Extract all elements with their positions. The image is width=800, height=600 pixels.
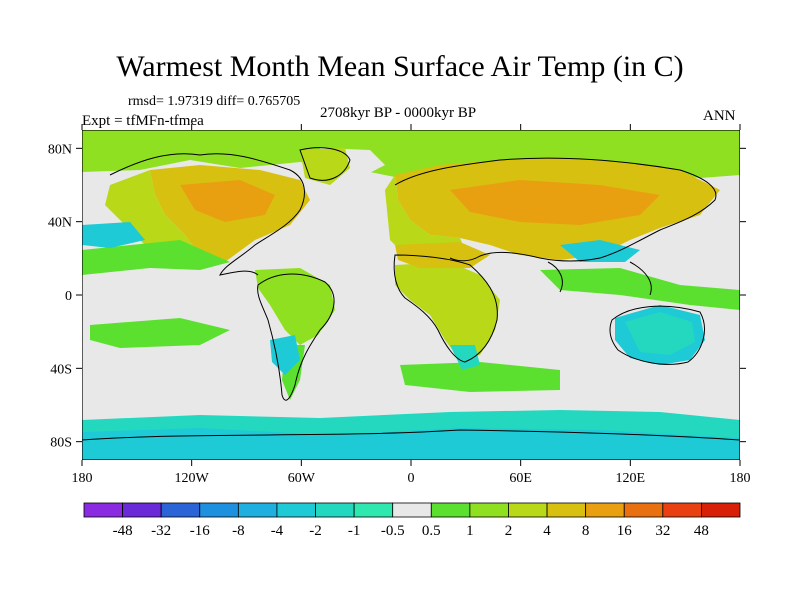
colorbar-label: 1 — [466, 523, 474, 539]
colorbar-label: -16 — [190, 523, 210, 539]
colorbar-label: -1 — [348, 523, 361, 539]
south-america-warm-region — [255, 268, 335, 345]
colorbar-swatch — [662, 502, 702, 518]
lat-tick-label: 80N — [48, 142, 72, 157]
colorbar-swatch — [623, 502, 664, 518]
colorbar-label: -32 — [151, 523, 171, 539]
lon-tick-label: 0 — [408, 471, 415, 486]
asia-cool-patch — [560, 240, 640, 262]
indian-ocean-green — [540, 268, 740, 310]
pacific-green-band — [82, 240, 230, 275]
colorbar-label: 0.5 — [422, 523, 441, 539]
map-panel — [82, 130, 740, 460]
south-america-cool-patch — [270, 335, 300, 375]
coastlines — [82, 147, 740, 441]
colorbar-label: -2 — [309, 523, 322, 539]
colorbar-swatch — [160, 502, 201, 518]
colorbar-swatch — [237, 502, 278, 518]
colorbar-swatch — [392, 502, 432, 518]
lon-tick-label: 120E — [616, 471, 646, 486]
lon-tick-label: 60W — [288, 471, 316, 486]
antarctica-cool-band — [82, 428, 740, 460]
colorbar-swatch — [430, 502, 471, 518]
colorbar-label: 48 — [694, 523, 709, 539]
lat-tick-label: 0 — [65, 289, 72, 304]
north-pacific-cool — [82, 222, 145, 248]
lat-tick-label: 40S — [50, 362, 72, 377]
colorbar-swatch — [199, 502, 239, 518]
colorbar-swatch — [315, 502, 355, 518]
lat-axis: 80N 40N 0 40S 80S — [48, 142, 746, 451]
colorbar-swatch — [701, 502, 741, 518]
lon-tick-label: 60E — [509, 471, 532, 486]
chart-title: Warmest Month Mean Surface Air Temp (in … — [116, 50, 684, 83]
colorbar-swatch — [353, 502, 394, 518]
africa-south-cool — [450, 345, 480, 370]
lat-tick-label: 40N — [48, 216, 72, 231]
colorbar-swatch — [469, 502, 509, 518]
sahara-warm-region — [395, 242, 490, 268]
colorbar-label: 4 — [543, 523, 551, 539]
colorbar-label: -0.5 — [381, 523, 405, 539]
colorbar-swatch — [546, 502, 587, 518]
lon-tick-label: 180 — [72, 471, 93, 486]
season-label: ANN — [703, 108, 736, 124]
colorbar-label: -4 — [271, 523, 284, 539]
colorbar-label: -48 — [113, 523, 133, 539]
experiment-label: Expt = tfMFn-tfmea — [82, 113, 204, 129]
colorbar-label: 16 — [617, 523, 633, 539]
lon-tick-label: 120W — [175, 471, 210, 486]
colorbar-swatch — [83, 502, 123, 518]
north-america-hot-core — [180, 180, 275, 222]
siberia-hot-core — [450, 180, 660, 225]
colorbar: -48 -32 -16 -8 -4 -2 -1 -0.5 0.5 1 2 4 8 16 32 48 — [83, 502, 741, 539]
north-america-green-fringe — [105, 170, 200, 262]
colorbar-label: 2 — [505, 523, 513, 539]
lat-tick-label: 80S — [50, 436, 72, 451]
south-atlantic-green — [400, 362, 560, 392]
colorbar-label: -8 — [232, 523, 245, 539]
lon-axis: 180 120W 60W 0 60E 120E 180 — [72, 124, 751, 486]
colorbar-swatch — [585, 502, 625, 518]
australia-cool-inner — [625, 312, 695, 355]
colorbar-label: 8 — [582, 523, 590, 539]
africa-warm-region — [395, 262, 500, 360]
south-pacific-green — [90, 318, 230, 348]
colorbar-swatch — [276, 502, 316, 518]
lon-tick-label: 180 — [730, 471, 751, 486]
colorbar-label: 32 — [655, 523, 670, 539]
colorbar-swatch — [508, 502, 548, 518]
period-label: 2708kyr BP - 0000kyr BP — [320, 105, 477, 121]
stats-label: rmsd= 1.97319 diff= 0.765705 — [128, 94, 301, 109]
colorbar-swatch — [122, 502, 162, 518]
